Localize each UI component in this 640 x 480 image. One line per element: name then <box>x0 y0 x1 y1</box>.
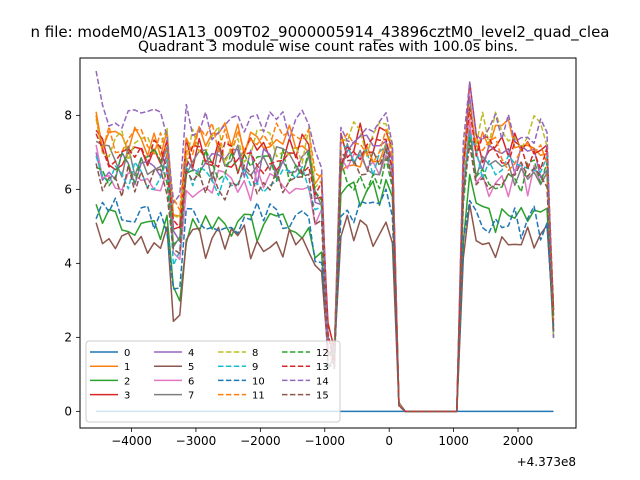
y-tick-label: 8 <box>64 108 72 122</box>
legend-label-5: 5 <box>188 362 194 373</box>
series-line-5 <box>95 203 555 413</box>
x-offset-label: +4.373e8 <box>517 455 576 469</box>
x-tick-label: 1000 <box>438 434 469 448</box>
legend-label-7: 7 <box>188 391 194 402</box>
legend-label-2: 2 <box>124 376 130 387</box>
series-line-10 <box>95 188 555 413</box>
legend-label-8: 8 <box>252 348 258 359</box>
series-line-9 <box>95 133 555 413</box>
y-tick-label: 6 <box>64 182 72 196</box>
series-line-14 <box>95 70 555 413</box>
series-line-8 <box>95 103 555 413</box>
legend-label-1: 1 <box>124 362 130 373</box>
legend-label-13: 13 <box>316 362 329 373</box>
y-axis: 0 2 4 6 8 <box>64 108 80 418</box>
legend-label-0: 0 <box>124 348 130 359</box>
legend-label-3: 3 <box>124 391 130 402</box>
legend-box <box>85 340 341 423</box>
x-axis: −4000 −3000 −2000 −1000 0 1000 2000 <box>111 428 533 448</box>
x-tick-label: 0 <box>385 434 393 448</box>
legend-label-10: 10 <box>252 376 265 387</box>
legend-label-15: 15 <box>316 391 329 402</box>
y-tick-label: 0 <box>64 404 72 418</box>
x-tick-label: −4000 <box>111 434 152 448</box>
legend-label-9: 9 <box>252 362 258 373</box>
series-line-11 <box>95 107 555 413</box>
y-tick-label: 2 <box>64 330 72 344</box>
x-tick-label: −3000 <box>176 434 217 448</box>
chart-suptitle: n file: modeM0/AS1A13_009T02_9000005914_… <box>30 23 609 42</box>
legend-label-6: 6 <box>188 376 194 387</box>
plot-area <box>79 57 577 429</box>
legend-label-11: 11 <box>252 391 265 402</box>
legend-label-4: 4 <box>188 348 194 359</box>
x-tick-label: 2000 <box>503 434 534 448</box>
legend-label-14: 14 <box>316 376 329 387</box>
chart-title: Quadrant 3 module wise count rates with … <box>138 39 518 55</box>
series-line-15 <box>95 144 555 413</box>
plot-lines <box>95 70 555 413</box>
y-tick-label: 4 <box>64 256 72 270</box>
legend-label-12: 12 <box>316 348 329 359</box>
x-tick-label: −2000 <box>240 434 281 448</box>
x-tick-label: −1000 <box>304 434 345 448</box>
